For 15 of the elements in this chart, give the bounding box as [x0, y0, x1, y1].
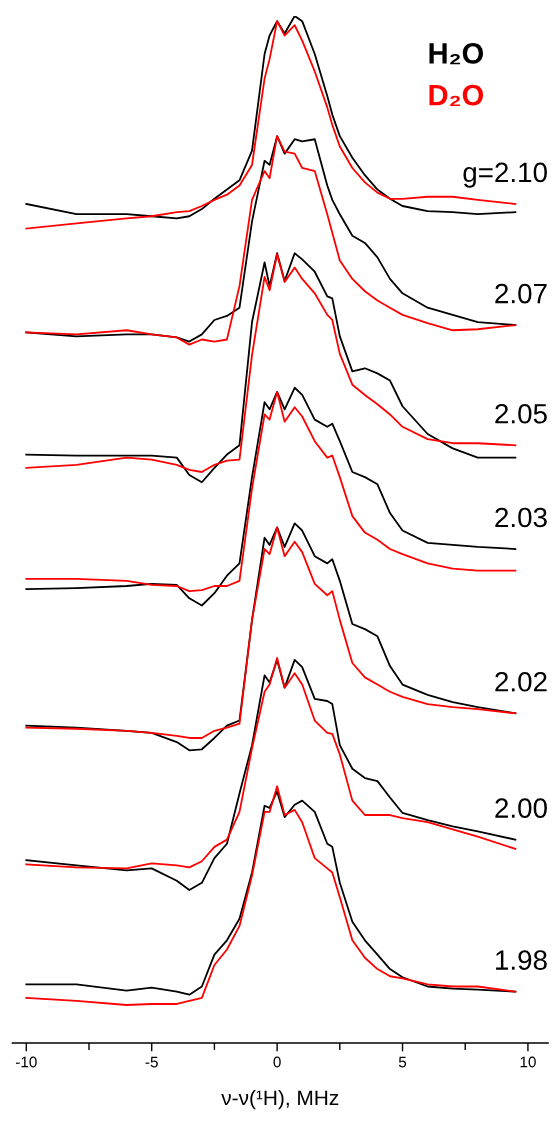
- annotation: 2.05: [495, 403, 547, 424]
- x-tick-label: -10: [15, 1056, 37, 1068]
- annotation: 1.98: [496, 950, 547, 970]
- annotation: 2.00: [495, 798, 547, 818]
- x-tick-label: -5: [145, 1056, 158, 1068]
- x-axis-title: ν-ν(¹H), MHz: [221, 1089, 339, 1110]
- text: D₂O: [429, 84, 484, 107]
- x-tick-label: 0: [273, 1056, 281, 1068]
- annotation: 2.02: [495, 671, 547, 692]
- x-tick-label: 10: [520, 1056, 536, 1068]
- annotation: 2.03: [495, 507, 547, 528]
- x-tick-label: 5: [398, 1056, 407, 1068]
- annotation: 2.07: [495, 283, 547, 304]
- text: H₂O: [429, 43, 484, 65]
- annotation: g=2.10: [463, 162, 547, 188]
